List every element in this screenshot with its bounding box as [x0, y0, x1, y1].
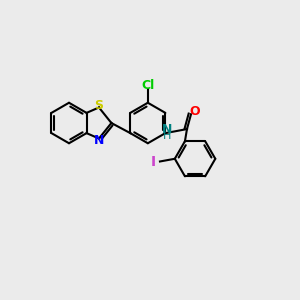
- Text: O: O: [190, 105, 200, 118]
- Text: N: N: [94, 134, 104, 147]
- Text: H: H: [163, 131, 171, 141]
- Text: I: I: [151, 155, 156, 169]
- Text: Cl: Cl: [141, 79, 154, 92]
- Text: S: S: [94, 99, 103, 112]
- Text: N: N: [161, 123, 172, 136]
